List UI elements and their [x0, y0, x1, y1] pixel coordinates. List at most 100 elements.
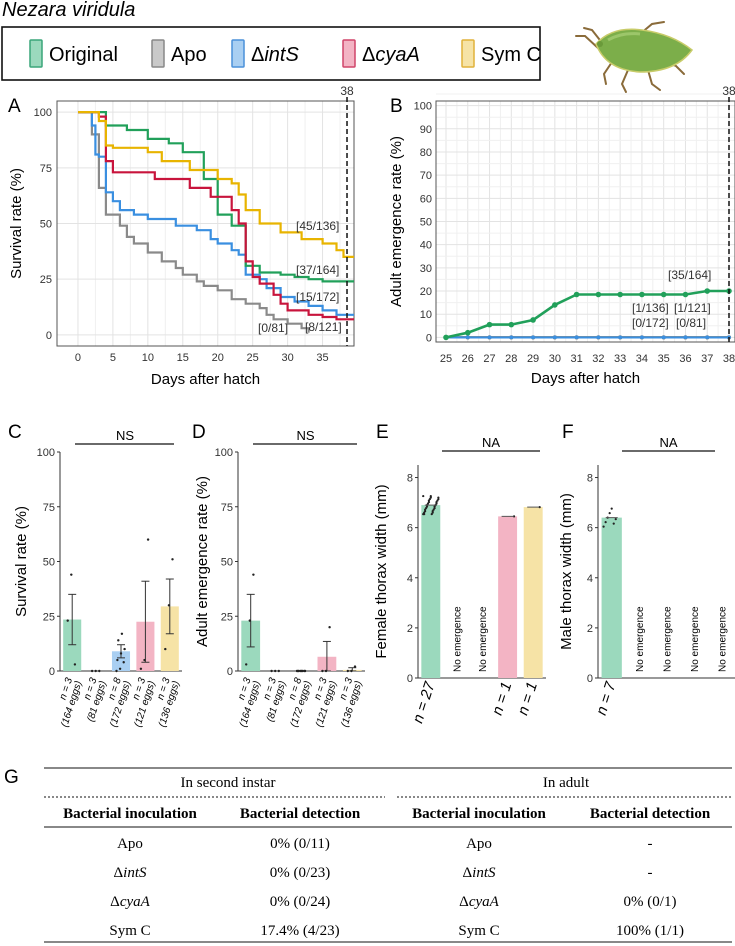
- y-tick-label: 8: [407, 473, 413, 485]
- column-header-2: Bacterial inoculation: [412, 806, 546, 822]
- x-tick-label: 5: [110, 352, 116, 364]
- end-label-cyaa: [1/121]: [674, 301, 711, 315]
- legend-label-1: Apo: [171, 44, 207, 66]
- y-tick-label: 50: [221, 557, 233, 569]
- legend-swatch-0: [29, 39, 43, 68]
- cell-detection-adult: -: [648, 865, 653, 881]
- legend-box: [1, 26, 541, 81]
- data-point-symc: [353, 665, 357, 668]
- bar-original: [601, 517, 622, 678]
- legend-swatch-2: [231, 39, 245, 68]
- y-tick-label: 0: [46, 330, 52, 342]
- y-tick-label: 75: [43, 502, 55, 514]
- legend-label-3: ΔcyaA: [362, 44, 420, 66]
- cell-detection-adult: -: [648, 836, 653, 852]
- group-header-instar: In second instar: [181, 775, 276, 791]
- x-tick-label: 29: [527, 353, 539, 365]
- x-tick-label: 0: [75, 352, 81, 364]
- panel-f-male-thorax: 0 2 4 6 8 Male thorax width (mm) NA n = 7 No eme…: [558, 435, 735, 717]
- no-emergence-label-cyaa: No emergence: [690, 606, 701, 672]
- bar-original: [63, 619, 82, 671]
- data-point-ints: [303, 669, 307, 673]
- point-ints: [596, 335, 601, 340]
- panel-label-c: C: [8, 422, 22, 443]
- n-label-original: n = 27: [409, 679, 438, 725]
- x-tick-label: 30: [281, 352, 293, 364]
- y-axis-title: Female thorax width (mm): [373, 484, 390, 658]
- point-original: [508, 321, 515, 328]
- data-point-symc: [538, 505, 541, 509]
- significance-label: NA: [659, 435, 677, 450]
- data-point-original: [604, 521, 607, 524]
- data-point-original: [66, 619, 69, 622]
- point-original: [595, 291, 602, 298]
- bar-original: [421, 505, 441, 678]
- x-tick-label: 20: [212, 352, 224, 364]
- vline-label: 38: [722, 84, 735, 98]
- cell-inoculation-instar: Sym C: [109, 923, 150, 939]
- data-point-original: [614, 518, 617, 521]
- y-tick-label: 100: [215, 447, 233, 459]
- data-point-original: [431, 511, 434, 514]
- no-emergence-label-apo: No emergence: [635, 606, 646, 672]
- panel-label-d: D: [192, 422, 206, 443]
- n-label-original: n = 3(164 eggs): [228, 676, 263, 728]
- data-point-original: [70, 573, 73, 576]
- point-ints: [531, 335, 536, 340]
- point-ints: [552, 335, 557, 340]
- data-point-original: [437, 497, 440, 501]
- y-tick-label: 0: [227, 666, 233, 678]
- cell-detection-instar: 0% (0/11): [270, 836, 330, 852]
- data-point-original: [422, 494, 425, 498]
- n-label-symc: n = 1: [514, 680, 541, 717]
- x-tick-label: 37: [701, 353, 713, 365]
- data-point-original: [245, 663, 248, 666]
- significance-label: NS: [116, 428, 134, 443]
- data-point-ints: [297, 669, 300, 673]
- y-axis-title: Survival rate (%): [13, 506, 30, 617]
- y-tick-label: 100: [34, 107, 52, 119]
- series-line-ints: [78, 110, 354, 316]
- end-label-apo: [0/81]: [258, 321, 288, 335]
- point-original: [530, 317, 536, 323]
- legend: Original Apo ΔintS ΔcyaA Sym C: [29, 39, 541, 68]
- cell-inoculation-adult: ΔintS: [463, 865, 496, 881]
- x-tick-label: 10: [142, 352, 154, 364]
- x-tick-label: 35: [658, 353, 670, 365]
- cell-detection-adult: 100% (1/1): [616, 923, 684, 939]
- y-tick-label: 90: [420, 124, 432, 136]
- data-point-cyaa: [324, 669, 328, 673]
- data-point-cyaa: [139, 667, 143, 671]
- y-tick-label: 0: [426, 332, 432, 344]
- point-ints: [639, 335, 644, 340]
- end-label-apo: [0/81]: [676, 316, 706, 330]
- x-tick-label: 38: [723, 353, 735, 365]
- column-header-3: Bacterial detection: [590, 806, 711, 822]
- end-label-cyaa: [8/121]: [305, 320, 342, 334]
- data-point-ints: [122, 661, 125, 664]
- bar-ints: [111, 651, 131, 671]
- significance-label: NS: [296, 428, 314, 443]
- y-tick-label: 30: [420, 263, 432, 275]
- data-point-original: [612, 522, 615, 525]
- y-axis-title: Adult emergence rate (%): [388, 136, 405, 307]
- y-tick-label: 25: [43, 611, 55, 623]
- data-point-original: [252, 573, 255, 576]
- data-point-original: [425, 505, 429, 508]
- end-label-symc: [1/136]: [632, 301, 669, 315]
- x-tick-label: 25: [440, 353, 452, 365]
- data-point-ints: [116, 658, 119, 662]
- panel-label-g: G: [4, 767, 19, 788]
- cell-detection-instar: 17.4% (4/23): [260, 923, 339, 939]
- data-point-ints: [123, 647, 126, 651]
- data-point-apo: [90, 669, 94, 673]
- no-emergence-label-symc: No emergence: [717, 606, 728, 672]
- panel-b-emergence-curve: 25 26 27 28 29 30 31 32 33 34 35 36 37 38 0 10 20 30 40 50 6…: [388, 84, 735, 387]
- y-tick-label: 6: [587, 523, 593, 535]
- data-point-apo: [274, 669, 277, 673]
- y-tick-label: 75: [40, 163, 52, 175]
- data-point-cyaa: [143, 658, 146, 662]
- cell-detection-instar: 0% (0/24): [270, 894, 330, 910]
- series-line-original: [445, 289, 729, 339]
- cell-detection-adult: 0% (0/1): [624, 894, 677, 910]
